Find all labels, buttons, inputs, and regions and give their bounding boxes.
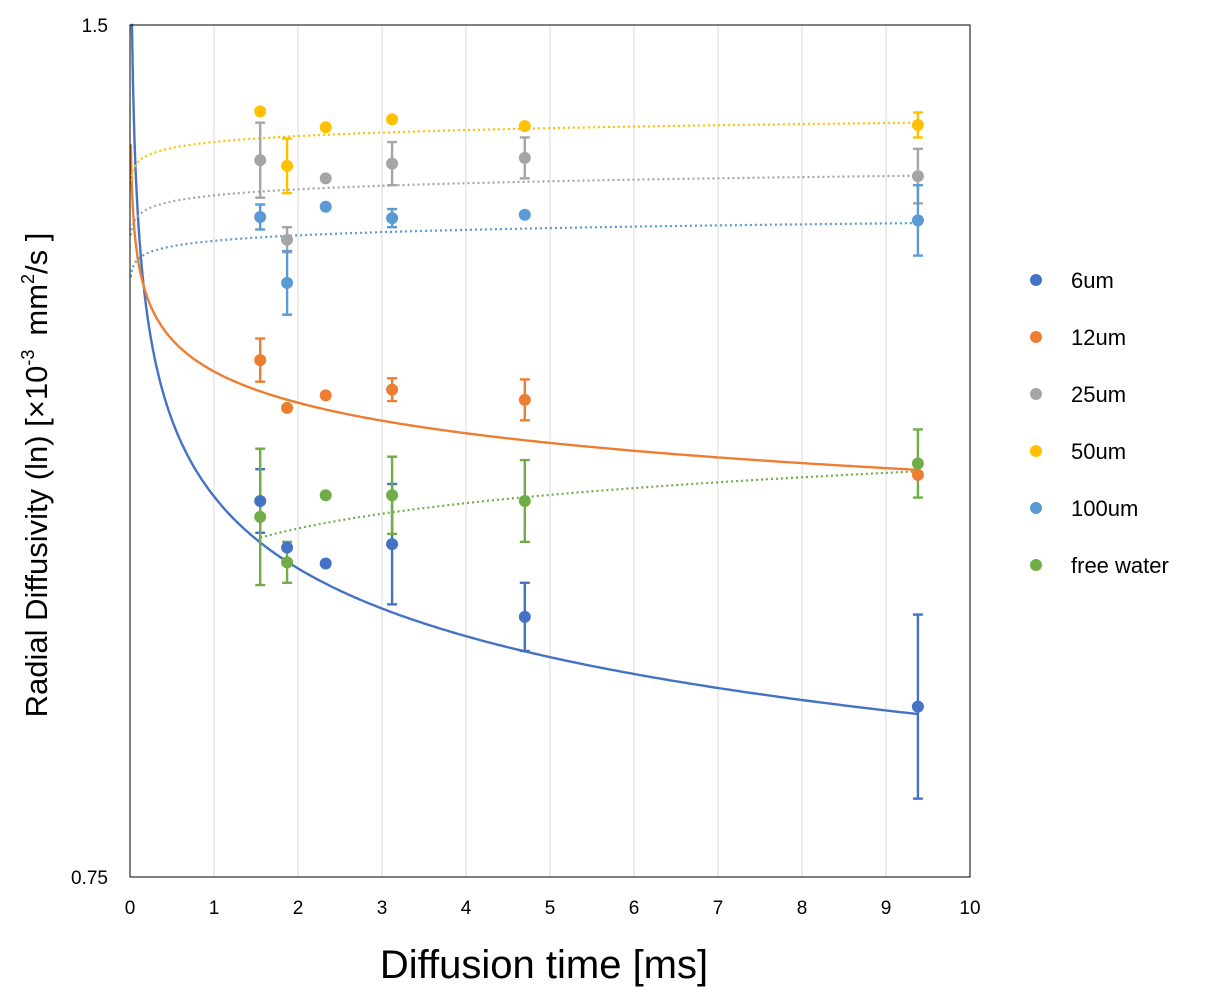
x-tick-label: 6 bbox=[629, 898, 640, 919]
data-point bbox=[911, 118, 924, 131]
data-point bbox=[518, 494, 531, 507]
y-axis-label-exponent: 2 bbox=[18, 274, 38, 284]
data-point bbox=[254, 354, 267, 367]
legend-label: 50um bbox=[1071, 439, 1126, 464]
data-point bbox=[254, 154, 267, 167]
legend-marker bbox=[1030, 331, 1042, 343]
legend: 6um 12um 25um 50um 100um free water bbox=[1030, 268, 1169, 578]
x-axis-label: Diffusion time [ms] bbox=[380, 943, 708, 987]
data-point bbox=[319, 489, 332, 502]
data-point bbox=[281, 159, 294, 172]
data-point bbox=[518, 120, 531, 133]
data-point bbox=[319, 172, 332, 185]
data-point bbox=[518, 393, 531, 406]
legend-marker bbox=[1030, 445, 1042, 457]
data-point bbox=[386, 157, 399, 170]
legend-label: 25um bbox=[1071, 382, 1126, 407]
x-tick-label: 8 bbox=[797, 898, 808, 919]
x-tick-label: 1 bbox=[209, 898, 220, 919]
y-axis-label-exponent: -3 bbox=[18, 350, 38, 366]
trend-line-25um bbox=[129, 174, 918, 236]
y-tick-label: 1.5 bbox=[82, 16, 108, 37]
data-point bbox=[911, 457, 924, 470]
data-point bbox=[254, 210, 267, 223]
legend-label: free water bbox=[1071, 553, 1169, 578]
data-point bbox=[518, 208, 531, 221]
x-tick-label: 9 bbox=[881, 898, 892, 919]
data-point bbox=[254, 510, 267, 523]
data-point bbox=[254, 494, 267, 507]
data-points bbox=[254, 105, 924, 713]
data-point bbox=[281, 401, 294, 414]
data-point bbox=[911, 700, 924, 713]
legend-marker bbox=[1030, 274, 1042, 286]
error-bars bbox=[255, 111, 923, 800]
data-point bbox=[911, 468, 924, 481]
legend-marker bbox=[1030, 502, 1042, 514]
x-tick-label: 0 bbox=[125, 898, 136, 919]
legend-label: 6um bbox=[1071, 268, 1114, 293]
data-point bbox=[386, 113, 399, 126]
y-tick-label: 0.75 bbox=[71, 868, 108, 889]
data-point bbox=[319, 121, 332, 134]
data-point bbox=[911, 170, 924, 183]
data-point bbox=[518, 610, 531, 623]
trend-line-6um bbox=[130, 23, 919, 716]
data-point bbox=[281, 541, 294, 554]
data-point bbox=[386, 538, 399, 551]
x-tick-label: 7 bbox=[713, 898, 724, 919]
data-point bbox=[319, 557, 332, 570]
trend-lines bbox=[129, 23, 919, 716]
x-tick-label: 5 bbox=[545, 898, 556, 919]
trend-line-free-water bbox=[259, 470, 918, 539]
axis-tick-labels: 0 1 2 3 4 5 6 7 8 9 10 1.5 0.75 bbox=[71, 16, 981, 919]
legend-marker bbox=[1030, 559, 1042, 571]
data-point bbox=[254, 105, 267, 118]
trend-line-100um bbox=[129, 222, 918, 278]
legend-label: 12um bbox=[1071, 325, 1126, 350]
grid-lines bbox=[213, 25, 887, 877]
x-tick-label: 4 bbox=[461, 898, 472, 919]
data-point bbox=[386, 212, 399, 225]
data-point bbox=[281, 276, 294, 289]
trend-line-12um bbox=[129, 144, 918, 471]
data-point bbox=[319, 389, 332, 402]
plot-area-frame bbox=[129, 24, 971, 878]
x-tick-label: 2 bbox=[293, 898, 304, 919]
data-point bbox=[518, 151, 531, 164]
data-point bbox=[281, 233, 294, 246]
data-point bbox=[386, 489, 399, 502]
trend-line-50um bbox=[129, 121, 918, 182]
data-point bbox=[911, 214, 924, 227]
data-point bbox=[319, 200, 332, 213]
data-point bbox=[281, 556, 294, 569]
x-tick-label: 10 bbox=[959, 898, 980, 919]
legend-label: 100um bbox=[1071, 496, 1138, 521]
data-point bbox=[386, 383, 399, 396]
y-axis-label: Radial Diffusivity (ln) [×10-3mm2/s ] bbox=[18, 233, 54, 718]
x-tick-label: 3 bbox=[377, 898, 388, 919]
legend-marker bbox=[1030, 388, 1042, 400]
